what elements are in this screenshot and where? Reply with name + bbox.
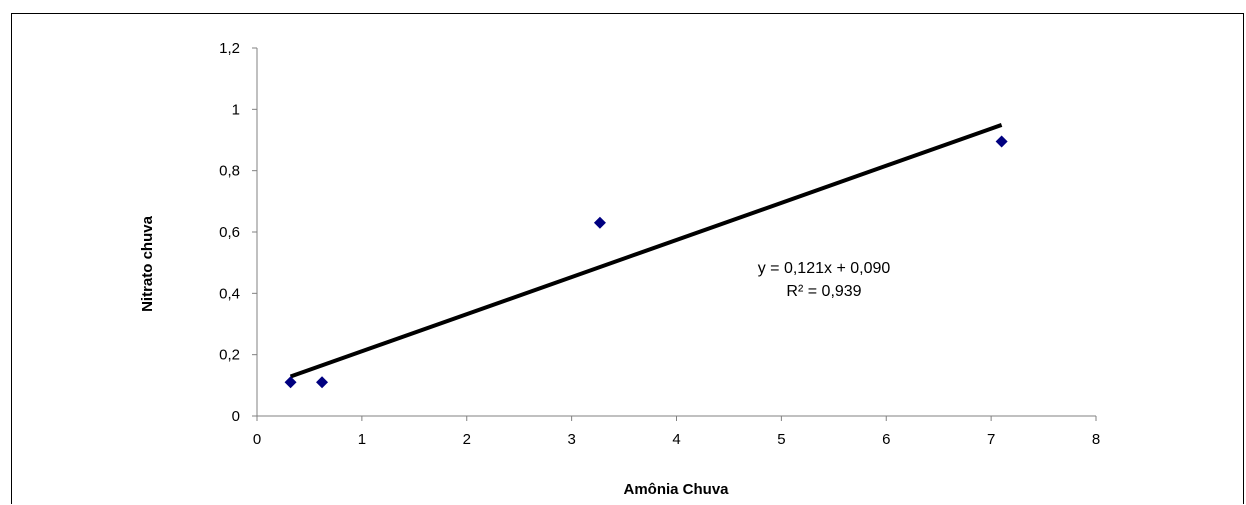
trendline-r-squared: R² = 0,939 [786,283,861,300]
y-axis-title: Nitrato chuva [139,215,156,312]
y-tick-label: 0,6 [219,224,240,241]
x-tick-label: 2 [463,431,471,448]
y-tick-label: 1 [232,101,240,118]
chart-svg: 0 0,2 0,4 0,6 0,8 1 1,2 0 1 2 3 4 5 6 7 8 y = 0,121x + … [139,40,1100,498]
x-tick-label: 3 [567,431,575,448]
x-tick-label: 7 [987,431,995,448]
y-tick-label: 0,2 [219,347,240,364]
x-tick-label: 1 [358,431,366,448]
axes [256,48,1096,417]
ticks: 0 0,2 0,4 0,6 0,8 1 1,2 0 1 2 3 4 5 6 7 8 [219,40,1100,448]
data-points [284,135,1008,389]
x-tick-label: 0 [253,431,261,448]
trendline [289,123,1003,379]
trendline-equation: y = 0,121x + 0,090 [758,260,891,277]
y-tick-label: 0 [232,408,240,425]
y-tick-label: 0,4 [219,285,240,302]
data-point [284,376,297,389]
chart-frame: 0 0,2 0,4 0,6 0,8 1 1,2 0 1 2 3 4 5 6 7 8 y = 0,121x + … [11,13,1244,504]
x-tick-label: 4 [672,431,680,448]
y-tick-label: 0,8 [219,163,240,180]
data-point [316,376,329,389]
x-tick-label: 6 [882,431,890,448]
data-point [593,216,606,229]
trendline-group [289,123,1003,379]
data-point [995,135,1008,148]
x-axis-title: Amônia Chuva [623,481,729,498]
y-tick-label: 1,2 [219,40,240,57]
x-tick-label: 8 [1092,431,1100,448]
x-tick-label: 5 [777,431,785,448]
